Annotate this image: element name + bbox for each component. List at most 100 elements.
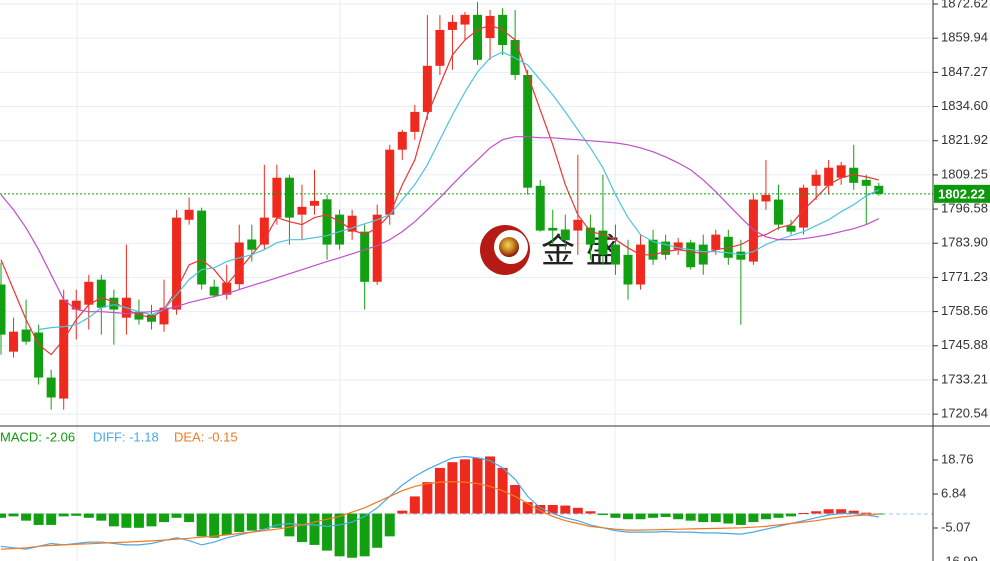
candle-body [648,239,658,260]
macd-bar [698,513,709,523]
candle-body [799,187,809,228]
macd-bar [836,509,847,514]
candle-body [422,65,432,112]
y-tick-label: 1809.25 [941,166,988,181]
candle-body [761,194,771,202]
macd-bar [748,513,759,523]
macd-bar [384,513,395,537]
macd-bar [560,505,571,514]
candle-body [711,234,721,250]
macd-bar [259,513,270,530]
legend-macd: MACD: -2.06 [0,429,75,444]
candle-body [623,254,633,285]
candle-body [0,284,6,335]
macd-bar [422,482,433,514]
macd-bar [309,513,320,545]
candle-body [360,231,370,282]
macd-bar [522,502,533,514]
y-axis: 1872.62 1859.94 1847.27 1834.60 1821.92 1809.… [933,0,990,561]
candle-body [535,185,545,231]
time-dividers [76,0,616,561]
candle-body [172,217,182,310]
legend-dea: DEA: -0.15 [174,429,238,444]
candle-body [247,239,257,250]
legend-diff: DIFF: -1.18 [93,429,159,444]
macd-bar [46,513,57,525]
macd-bar [547,504,558,514]
candle-body [435,29,445,66]
y-tick-label: 18.76 [941,451,974,466]
macd-bar [33,513,44,525]
macd-bar [159,513,170,523]
macd-bar [623,513,633,520]
dea-line [0,480,879,550]
candle-body [598,230,608,255]
macd-bar [798,512,809,514]
candle-body [335,214,345,245]
macd-bar [234,513,245,533]
macd-bar [434,467,445,514]
macd-plot [0,455,933,558]
macd-bar [21,513,32,521]
main-plot [0,1,933,410]
macd-bar [372,513,383,548]
candle-body [96,279,106,308]
macd-bar [635,513,646,520]
candle-body [673,242,683,250]
macd-bar [786,513,797,517]
macd-bar [673,513,684,520]
candle-body [560,229,570,241]
candle-body [222,282,232,295]
candle-body [661,241,671,255]
macd-bar [397,510,408,514]
macd-bar [648,513,659,518]
macd-bar [510,484,521,514]
macd-bar [284,513,295,537]
macd-bar [610,513,621,518]
candle-body [485,15,495,39]
macd-bar [71,513,82,516]
candle-body [310,200,319,206]
macd-bar [184,513,195,523]
candle-body [322,199,332,245]
macd-bar [823,509,834,514]
candle-body [159,307,169,325]
y-tick-label: 1872.62 [941,0,988,10]
diff-line [0,455,879,550]
candle-body [109,297,119,310]
y-tick-label: -5.07 [941,519,971,534]
y-tick-label: 1834.60 [941,98,988,113]
candle-body [284,177,294,218]
y-tick-label: 1821.92 [941,132,988,147]
macd-bar [572,507,583,514]
candle-body [824,167,834,186]
last-price-label: 1802.22 [938,186,985,201]
macd-bar [409,496,420,514]
macd-bar [485,456,496,514]
macd-bar [359,513,370,557]
macd-bar [660,513,671,517]
macd-bar [861,512,872,514]
macd-bar [472,457,483,514]
candle-body [836,165,846,178]
candle-body [698,244,708,265]
candle-body [786,225,796,232]
candle-body [234,242,244,285]
moving-average [0,24,879,356]
candle-body [523,74,533,188]
candle-body [573,219,583,231]
macd-bar [723,513,734,524]
candle-body [297,206,307,215]
candle-body [59,299,69,399]
macd-bar [735,513,746,525]
y-tick-label: 1720.54 [941,406,988,421]
macd-bar [710,513,721,523]
macd-bar [246,513,257,531]
candle-body [397,131,407,150]
y-tick-label: 1771.23 [941,269,988,284]
candle-body [460,14,470,25]
y-tick-label: 6.84 [941,485,966,500]
macd-bar [848,510,859,514]
y-tick-label: 1733.21 [941,371,988,386]
